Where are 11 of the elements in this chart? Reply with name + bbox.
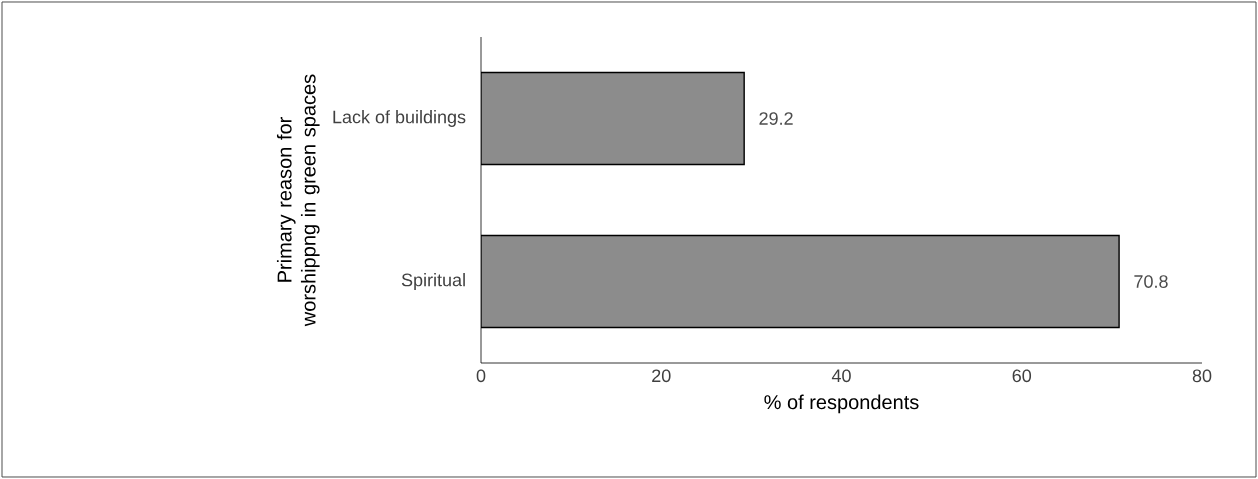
x-tick-label: 20 — [652, 369, 671, 383]
x-tick-label: 40 — [831, 369, 851, 383]
y-tick-label: Lack of buildings — [333, 110, 466, 127]
x-axis-title: % of respondents — [764, 394, 919, 414]
data-label: 70.8 — [1134, 275, 1168, 288]
x-tick-label: 0 — [476, 369, 486, 383]
x-tick-label: 80 — [1192, 369, 1212, 383]
data-label: 29.2 — [759, 112, 793, 125]
y-axis-title: Primary reason for worshippng in green spaces — [276, 74, 320, 327]
y-tick-label: Spiritual — [401, 273, 465, 290]
x-tick-label: 60 — [1012, 369, 1032, 383]
